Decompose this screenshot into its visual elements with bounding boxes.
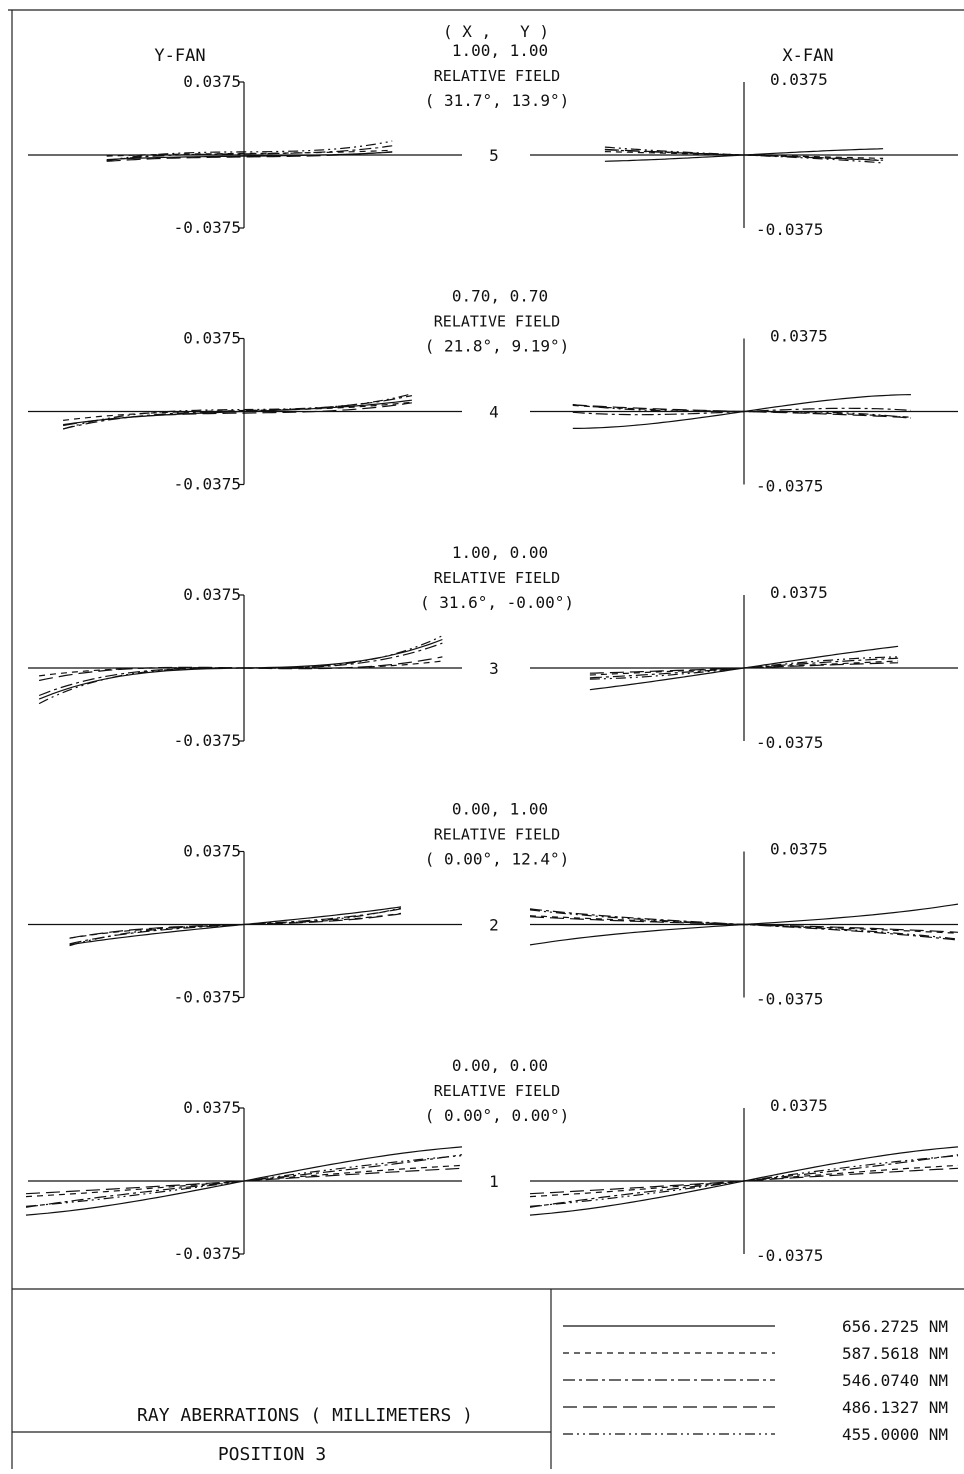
x-fan-min-label: -0.0375: [756, 477, 823, 496]
x-fan-min-label: -0.0375: [756, 990, 823, 1009]
field-index: 3: [489, 659, 499, 678]
x-fan-curve-4861327: [604, 148, 884, 162]
field-relative-xy: 0.00, 1.00: [452, 800, 548, 819]
field-relative-xy: 1.00, 0.00: [452, 543, 548, 562]
y-fan-min-label: -0.0375: [174, 731, 241, 750]
legend-label-5: 455.0000 NM: [842, 1425, 948, 1444]
y-fan-curve-4550000: [106, 140, 393, 162]
x-fan-min-label: -0.0375: [756, 1246, 823, 1265]
y-fan-curve-5460740: [69, 908, 402, 945]
x-fan-curve-4550000: [604, 146, 884, 164]
relative-field-label: RELATIVE FIELD: [434, 826, 560, 844]
y-fan-min-label: -0.0375: [174, 1244, 241, 1263]
field-index: 4: [489, 403, 499, 422]
x-fan-min-label: -0.0375: [756, 220, 823, 239]
y-fan-curve-4861327: [25, 1167, 463, 1195]
x-fan-min-label: -0.0375: [756, 733, 823, 752]
field-angle: ( 0.00°, 0.00°): [425, 1106, 570, 1125]
y-fan-curve-4550000: [69, 907, 402, 947]
x-fan-label: X-FAN: [782, 46, 833, 66]
field-angle: ( 21.8°, 9.19°): [425, 337, 570, 356]
field-plot-4: 0.0375 -0.0375 0.0375 -0.0375 4 0.70, 0.70 REL…: [28, 287, 958, 496]
field-relative-xy: 0.00, 0.00: [452, 1056, 548, 1075]
field-plot-3: 0.0375 -0.0375 0.0375 -0.0375 3 1.00, 0.00 REL…: [28, 543, 958, 752]
y-fan-curve-6562725: [69, 906, 402, 946]
y-fan-curve-4861327: [38, 656, 443, 682]
y-fan-curve-5460740: [106, 145, 393, 161]
relative-field-label: RELATIVE FIELD: [434, 313, 560, 331]
field-angle: ( 31.6°, -0.00°): [420, 593, 574, 612]
y-fan-curve-5460740: [25, 1154, 463, 1208]
legend-label-1: 656.2725 NM: [842, 1317, 948, 1336]
relative-field-label: RELATIVE FIELD: [434, 569, 560, 587]
x-fan-max-label: 0.0375: [770, 327, 828, 346]
legend-label-2: 587.5618 NM: [842, 1344, 948, 1363]
x-fan-max-label: 0.0375: [770, 70, 828, 89]
field-relative-xy: 1.00, 1.00: [452, 41, 548, 60]
relative-field-label: RELATIVE FIELD: [434, 1082, 560, 1100]
y-fan-max-label: 0.0375: [183, 1098, 241, 1117]
field-plot-5: 0.0375 -0.0375 0.0375 -0.0375 5 1.00, 1.00 REL…: [28, 41, 958, 239]
x-fan-max-label: 0.0375: [770, 840, 828, 859]
x-fan-curve-4861327: [589, 662, 899, 674]
y-fan-curve-5875618: [63, 401, 412, 421]
y-fan-max-label: 0.0375: [183, 585, 241, 604]
y-fan-min-label: -0.0375: [174, 218, 241, 237]
x-fan-curve-4550000: [529, 1155, 959, 1207]
field-plot-1: 0.0375 -0.0375 0.0375 -0.0375 1 0.00, 0.00 REL…: [25, 1056, 959, 1265]
legend-label-4: 486.1327 NM: [842, 1398, 948, 1417]
field-index: 2: [489, 916, 499, 935]
y-fan-curve-4861327: [106, 151, 393, 162]
field-index: 5: [489, 146, 499, 165]
y-fan-max-label: 0.0375: [183, 72, 241, 91]
y-fan-curve-5460740: [38, 642, 443, 697]
y-fan-curve-4861327: [62, 402, 412, 427]
y-fan-curve-4550000: [62, 393, 413, 430]
x-fan-curve-4861327: [572, 404, 911, 419]
y-fan-min-label: -0.0375: [174, 475, 241, 494]
relative-field-label: RELATIVE FIELD: [434, 67, 560, 85]
legend: 656.2725 NM 587.5618 NM 546.0740 NM 486.132…: [563, 1317, 948, 1444]
y-fan-curve-5875618: [25, 1164, 463, 1198]
y-fan-label: Y-FAN: [154, 46, 205, 66]
position-label: POSITION 3: [218, 1444, 326, 1465]
x-fan-curve-5460740: [589, 657, 899, 679]
y-fan-max-label: 0.0375: [183, 329, 241, 348]
field-index: 1: [489, 1172, 499, 1191]
fan-plots: 0.0375 -0.0375 0.0375 -0.0375 5 1.00, 1.00 REL…: [25, 41, 959, 1265]
field-relative-xy: 0.70, 0.70: [452, 287, 548, 306]
y-fan-min-label: -0.0375: [174, 988, 241, 1007]
y-fan-curve-6562725: [25, 1146, 463, 1216]
y-fan-curve-5875618: [106, 149, 393, 157]
x-fan-curve-4550000: [529, 909, 959, 940]
legend-label-3: 546.0740 NM: [842, 1371, 948, 1390]
x-fan-curve-4861327: [529, 916, 959, 933]
x-fan-max-label: 0.0375: [770, 583, 828, 602]
chart-title: RAY ABERRATIONS ( MILLIMETERS ): [137, 1405, 473, 1426]
field-angle: ( 0.00°, 12.4°): [425, 850, 570, 869]
y-fan-curve-4550000: [25, 1155, 463, 1207]
x-fan-curve-4550000: [572, 403, 911, 419]
y-fan-curve-6562725: [38, 638, 443, 700]
field-plot-2: 0.0375 -0.0375 0.0375 -0.0375 2 0.00, 1.00 REL…: [28, 800, 959, 1009]
x-fan-curve-4861327: [529, 1167, 959, 1195]
y-fan-max-label: 0.0375: [183, 842, 241, 861]
x-fan-curve-5875618: [604, 151, 884, 159]
y-fan-curve-4550000: [38, 635, 443, 705]
field-angle: ( 31.7°, 13.9°): [425, 91, 570, 110]
y-fan-curve-6562725: [63, 399, 412, 426]
x-fan-max-label: 0.0375: [770, 1096, 828, 1115]
xy-header: ( X , Y ): [443, 22, 549, 41]
y-fan-curve-6562725: [106, 151, 393, 161]
y-fan-curve-4861327: [69, 913, 402, 939]
